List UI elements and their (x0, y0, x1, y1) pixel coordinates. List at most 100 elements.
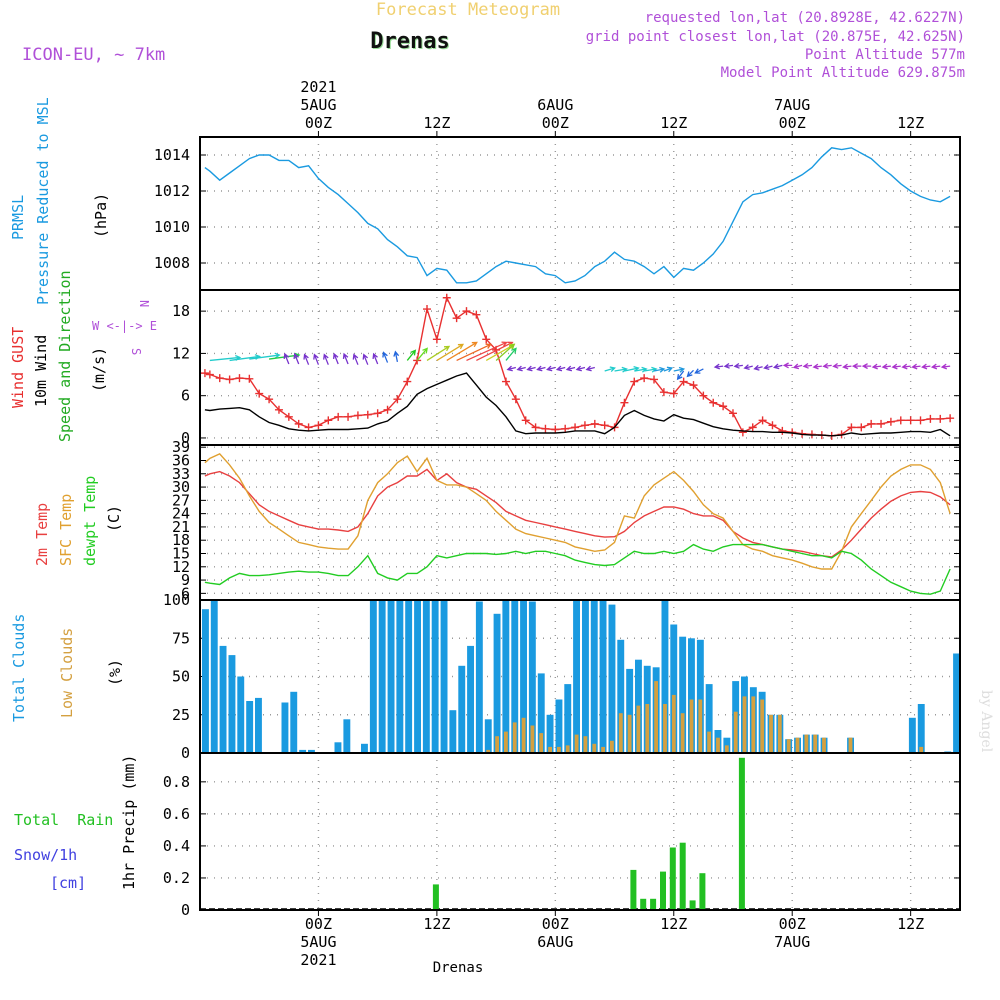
chart-top-title: Forecast Meteogram (376, 0, 560, 20)
gust-marker (531, 423, 540, 432)
wind-direction-arrow (802, 362, 813, 369)
y-tick-label: 50 (172, 668, 190, 686)
y-tick-label: 30 (172, 478, 190, 496)
y-tick-label: 0 (181, 901, 190, 919)
low-cloud-bar (742, 696, 747, 753)
y-tick-label: 9 (181, 571, 190, 589)
wind-unit: (m/s) (90, 347, 108, 392)
low-cloud-bar (733, 711, 738, 753)
bottom-axis-hour-label: 12Z (897, 915, 924, 933)
total-cloud-bar (422, 600, 430, 753)
gust-marker (916, 416, 925, 425)
bottom-axis-date-label: 5AUG (300, 933, 336, 951)
low-cloud-bar (707, 731, 711, 753)
y-tick-label: 0.8 (163, 773, 190, 791)
wind-direction-arrow (763, 364, 773, 371)
total-cloud-bar (528, 601, 536, 753)
y-tick-label: 100 (163, 591, 190, 609)
y-tick-label: 24 (172, 505, 190, 523)
total-cloud-bar (449, 710, 457, 753)
bottom-axis-hour-label: 00Z (305, 915, 332, 933)
bottom-axis-date-label: 6AUG (537, 933, 573, 951)
rain-bar (432, 884, 439, 910)
gust-marker (403, 377, 412, 386)
low-cloud-bar (680, 713, 685, 753)
low-cloud-bar (618, 713, 623, 753)
wind-direction-arrow (249, 352, 281, 360)
gust-marker (294, 419, 303, 428)
rain-bar (650, 898, 657, 910)
total-cloud-bar (502, 600, 510, 753)
total-cloud-bar (378, 600, 386, 753)
wind-direction-arrow (733, 362, 743, 369)
snow-label: Snow/1h (14, 846, 77, 864)
gust-marker (936, 414, 945, 423)
wind-direction-arrow (723, 362, 734, 369)
wind-direction-arrow (676, 370, 685, 381)
low-cloud-bar (548, 746, 552, 753)
pressure-panel-frame (199, 136, 961, 291)
gust-marker (580, 421, 589, 430)
wind-gust-label: Wind GUST (9, 327, 27, 408)
gust-marker (284, 412, 293, 421)
wind-direction-arrow (694, 368, 704, 374)
compass-north: N (137, 300, 151, 307)
top-axis-hour-label: 12Z (660, 114, 687, 132)
wind-direction-arrow (792, 363, 803, 370)
point-altitude: Point Altitude 577m (805, 47, 965, 63)
wind-panel-labels: Wind GUST 10m Wind Speed and Direction (… (9, 270, 157, 442)
total-cloud-bar (908, 717, 916, 753)
gust-marker (511, 395, 520, 404)
top-axis-hour-label: 12Z (897, 114, 924, 132)
wind-direction-arrow (436, 343, 465, 362)
y-tick-label: 21 (172, 518, 190, 536)
wind-direction-arrow (832, 362, 842, 369)
total-cloud-bar (237, 676, 245, 753)
temperature-panel-frame (199, 444, 961, 601)
grid-point-coords: grid point closest lon,lat (20.875E, 42.… (586, 29, 965, 45)
cloud-unit: (%) (106, 659, 124, 686)
gust-marker (590, 419, 599, 428)
total-cloud-bar (688, 638, 695, 754)
low-cloud-bar (512, 722, 517, 753)
total-cloud-bar (440, 600, 448, 753)
gust-marker (200, 369, 209, 378)
gust-marker (413, 356, 422, 365)
bottom-axis-hour-label: 12Z (660, 915, 687, 933)
wind-direction-arrow (485, 343, 516, 362)
wind-direction-arrow (851, 363, 862, 370)
gust-marker (679, 377, 688, 386)
gust-marker (274, 405, 283, 414)
low-cloud-bar (645, 704, 650, 753)
gust-marker (373, 409, 382, 418)
y-tick-label: 36 (172, 452, 190, 470)
wind-direction-arrow (686, 369, 694, 378)
wind-direction-arrow (352, 353, 359, 365)
low-cloud-bar (760, 699, 765, 753)
rain-bar (660, 871, 666, 910)
total-cloud-bar (202, 609, 209, 753)
low-cloud-bar (565, 745, 570, 753)
total-cloud-bar (458, 665, 466, 753)
low-cloud-bar (716, 737, 720, 753)
total-cloud-bar (599, 600, 607, 753)
series-line-wind-gust (204, 295, 951, 437)
rain-bar (738, 757, 745, 910)
low-cloud-bar (813, 734, 818, 753)
top-axis-hour-label: 00Z (779, 114, 806, 132)
low-cloud-bar (574, 734, 579, 753)
gust-marker (205, 370, 214, 379)
gust-marker (709, 398, 718, 407)
wind-direction-arrow (516, 365, 526, 372)
y-tick-label: 33 (172, 465, 190, 483)
total-cloud-bar (255, 697, 262, 753)
temp-dewpt-label: dewpt Temp (81, 476, 99, 566)
wind-direction-arrow (881, 363, 891, 370)
low-cloud-bar (592, 743, 597, 753)
gust-marker (669, 389, 678, 398)
model-label: ICON-EU, ~ 7km (22, 45, 165, 65)
total-cloud-bar (670, 624, 678, 753)
gust-marker (423, 305, 432, 314)
